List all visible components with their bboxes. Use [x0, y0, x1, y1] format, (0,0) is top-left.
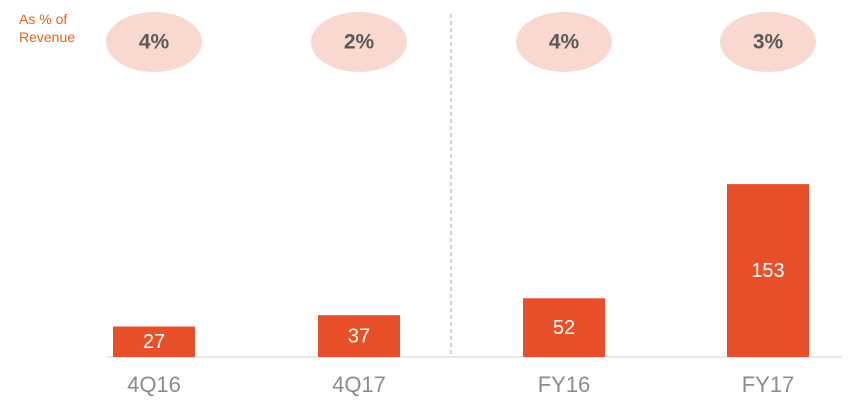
percent-label: 4% — [549, 31, 580, 54]
percent-bubble — [516, 12, 612, 72]
value-label: 52 — [553, 317, 575, 339]
value-label: 37 — [348, 325, 370, 347]
bar — [523, 298, 605, 357]
percent-label: 4% — [139, 31, 170, 54]
percent-bubble — [106, 12, 202, 72]
percent-label: 3% — [753, 31, 784, 54]
annotation: As % of Revenue — [19, 11, 76, 45]
bar — [113, 326, 195, 357]
x-tick-label: FY17 — [742, 372, 795, 397]
x-tick-label: 4Q16 — [127, 372, 181, 397]
percent-bubble — [720, 12, 816, 72]
value-label: 153 — [751, 260, 784, 282]
percent-label: 2% — [344, 31, 375, 54]
value-label: 27 — [143, 331, 165, 353]
x-tick-label: 4Q17 — [332, 372, 386, 397]
percent-bubble — [311, 12, 407, 72]
bar — [727, 184, 809, 357]
bar — [318, 315, 400, 357]
x-tick-label: FY16 — [538, 372, 591, 397]
